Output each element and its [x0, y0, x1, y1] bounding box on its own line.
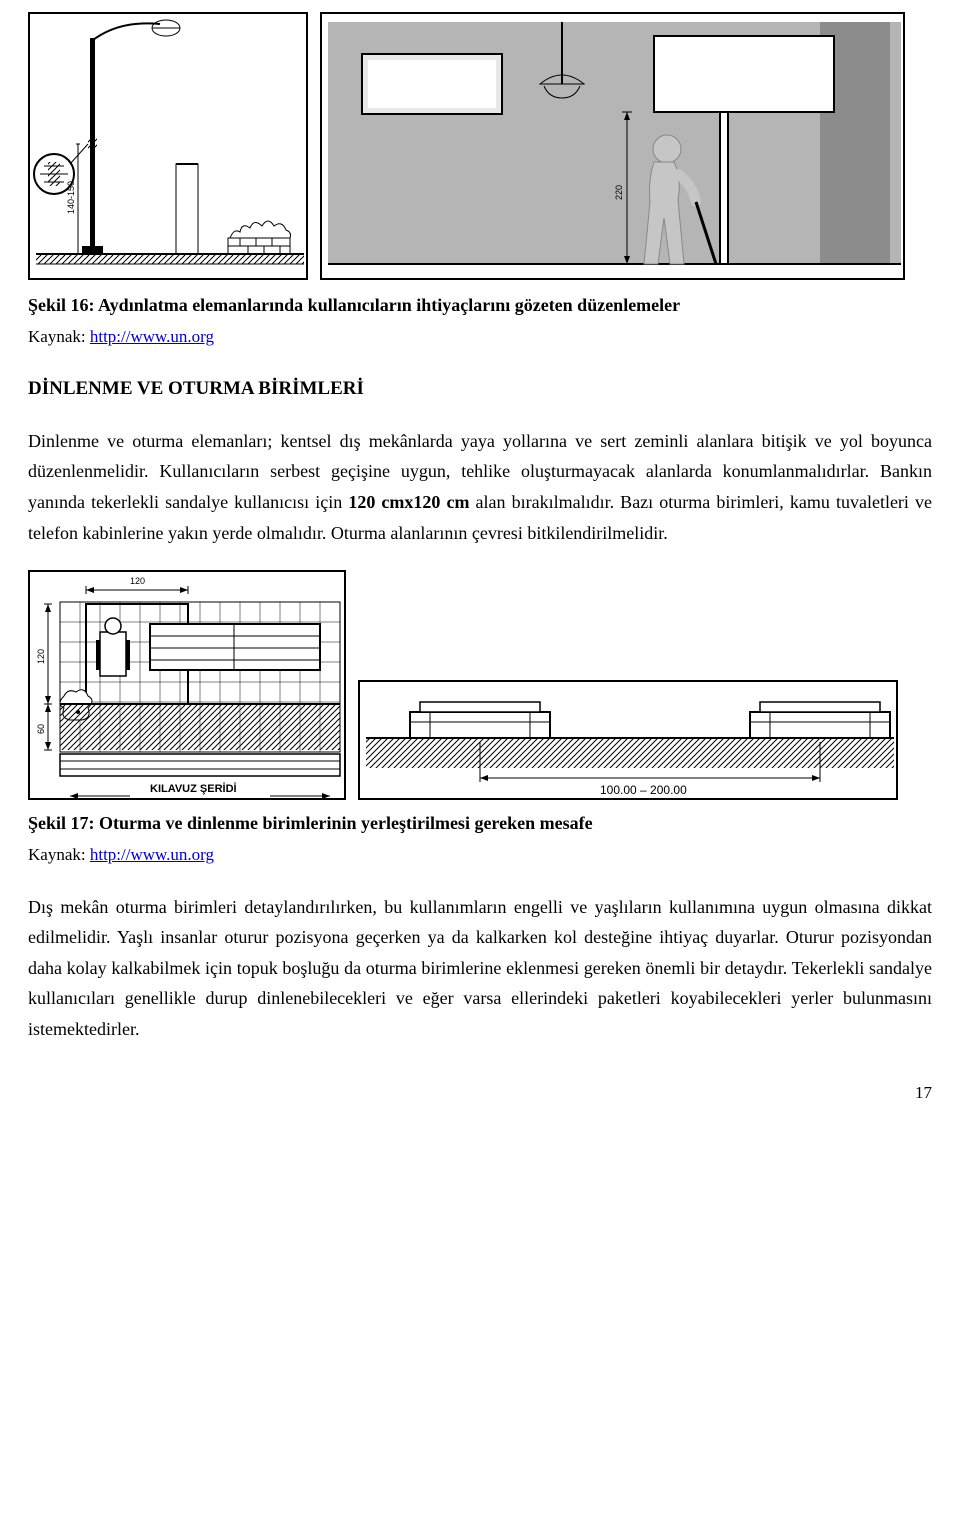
figure-17-source-link[interactable]: http://www.un.org: [90, 845, 214, 864]
svg-text:60: 60: [36, 724, 46, 734]
figure-17-diagram-left: 120 120 60: [28, 570, 346, 800]
guide-strip: [60, 754, 340, 776]
figure-17-diagram-right: 100.00 – 200.00: [358, 680, 898, 800]
paragraph-1: Dinlenme ve oturma elemanları; kentsel d…: [28, 426, 932, 548]
paragraph-2: Dış mekân oturma birimleri detaylandırıl…: [28, 892, 932, 1045]
bench-left: [410, 702, 550, 738]
figure-16-source-link[interactable]: http://www.un.org: [90, 327, 214, 346]
bench-plan-svg: 120 120 60: [30, 572, 346, 800]
wheelchair-user-icon: [96, 618, 130, 676]
svg-text:220: 220: [614, 185, 624, 200]
source-prefix: Kaynak:: [28, 327, 90, 346]
guide-strip-label: KILAVUZ ŞERİDİ: [150, 782, 237, 795]
section-heading: DİNLENME VE OTURMA BİRİMLERİ: [28, 373, 932, 405]
svg-text:120: 120: [130, 576, 145, 586]
paragraph-1-bold: 120 cmx120 cm: [348, 492, 469, 512]
dimension-top: 120: [86, 576, 188, 594]
figure-16-caption: Şekil 16: Aydınlatma elemanlarında kulla…: [28, 290, 932, 321]
source-prefix-2: Kaynak:: [28, 845, 90, 864]
figure-16-diagram-right: 220: [320, 12, 905, 280]
figure-16-diagram-left: 140-150: [28, 12, 308, 280]
bollard: [176, 164, 198, 254]
dimension-left: 120 60: [36, 604, 52, 750]
planter: [228, 221, 291, 254]
pedestrian-clearance-svg: 220: [322, 14, 905, 280]
figure-17-caption: Şekil 17: Oturma ve dinlenme birimlerini…: [28, 808, 932, 839]
figure-16-row: 140-150: [28, 12, 932, 280]
bench-plan: [150, 624, 320, 670]
figure-17-source: Kaynak: http://www.un.org: [28, 841, 932, 870]
svg-text:140-150: 140-150: [66, 181, 76, 214]
bench-spacing-svg: 100.00 – 200.00: [360, 682, 898, 800]
svg-text:100.00 – 200.00: 100.00 – 200.00: [600, 783, 687, 797]
figure-16-source: Kaynak: http://www.un.org: [28, 323, 932, 352]
streetlight-diagram-svg: 140-150: [30, 14, 308, 280]
bench-right: [750, 702, 890, 738]
figure-17-row: 120 120 60: [28, 570, 932, 800]
svg-text:120: 120: [36, 649, 46, 664]
page-number: 17: [28, 1079, 932, 1108]
